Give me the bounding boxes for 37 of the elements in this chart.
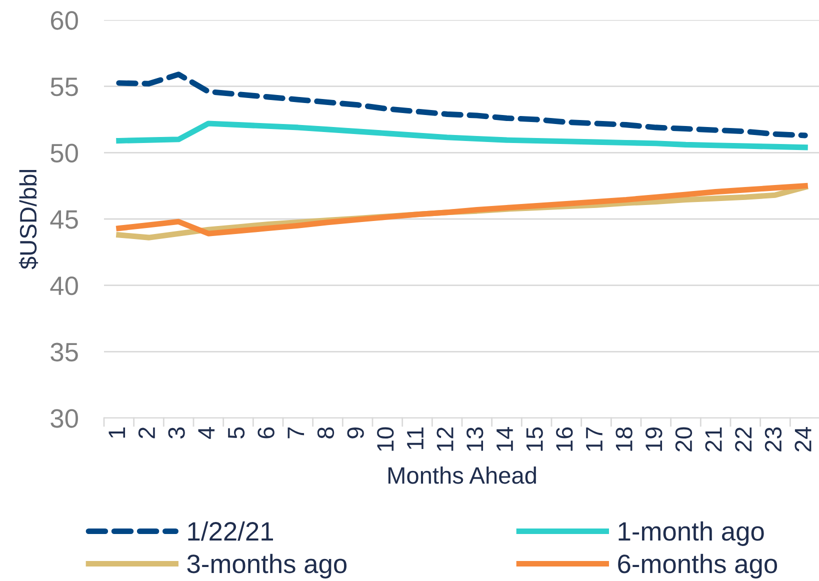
x-tick-label: 20 [675, 427, 692, 452]
y-tick-label: 50 [50, 144, 78, 162]
y-tick-label: 30 [50, 409, 78, 428]
x-tick-label: 1 [108, 427, 126, 438]
x-tick-label: 24 [794, 427, 812, 452]
x-tick-label: 14 [496, 427, 513, 451]
x-tick-label: 12 [436, 428, 454, 451]
legend-label: 1-month ago [618, 521, 764, 546]
y-tick-label: 55 [50, 78, 78, 96]
x-tick-label: 3 [168, 427, 185, 439]
x-tick-label: 19 [646, 427, 662, 451]
x-tick-label: 16 [556, 427, 573, 451]
x-tick-label: 10 [377, 427, 394, 451]
y-tick-label: 40 [50, 276, 78, 296]
x-tick-label: 11 [407, 427, 424, 450]
x-tick-label: 15 [526, 427, 543, 451]
x-tick-label: 4 [198, 427, 215, 439]
x-tick-label: 21 [705, 427, 722, 452]
y-axis-title: $USD/bbl [18, 170, 38, 270]
x-tick-label: 6 [258, 427, 274, 438]
x-tick-label: 17 [586, 428, 602, 451]
y-tick-label: 35 [50, 342, 78, 362]
x-tick-label: 5 [228, 427, 245, 439]
legend-label: 1/22/21 [188, 521, 274, 541]
x-tick-label: 9 [347, 427, 364, 438]
x-tick-label: 18 [616, 427, 632, 451]
x-tick-label: 22 [735, 428, 752, 452]
legend-label: 6-months ago [618, 554, 778, 578]
x-tick-label: 7 [288, 428, 304, 438]
x-tick-label: 13 [466, 427, 484, 451]
y-tick-label: 60 [50, 11, 78, 30]
x-axis-title: Months Ahead [388, 466, 536, 484]
y-tick-label: 45 [50, 210, 78, 229]
legend-label: 3-months ago [187, 554, 347, 578]
x-tick-label: 2 [138, 428, 155, 438]
x-tick-label: 23 [764, 427, 782, 452]
x-tick-label: 8 [317, 427, 334, 438]
